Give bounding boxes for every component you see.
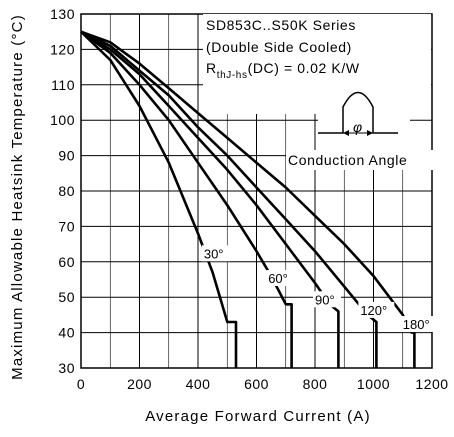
x-tick-label: 200	[127, 376, 152, 392]
x-tick-label: 400	[186, 376, 211, 392]
curve-label-bg	[266, 270, 295, 287]
inset-caption: Conduction Angle	[288, 152, 407, 168]
x-tick-label: 1200	[415, 376, 448, 392]
rth-value: (DC) = 0.02 K/W	[248, 60, 360, 76]
inset-bg	[318, 82, 410, 150]
inset-arrow-left	[343, 130, 349, 136]
y-tick-label: 70	[58, 218, 75, 234]
curve-label-bg	[313, 291, 341, 308]
inset-waveform	[318, 91, 398, 134]
conduction-angle-inset: φ Conduction Angle	[286, 82, 433, 170]
curve-60deg	[80, 30, 293, 368]
inset-caption-bg	[286, 150, 433, 170]
y-axis-title: Maximum Allowable Heatsink Temperature (…	[9, 14, 26, 380]
y-tick-label: 120	[50, 41, 75, 57]
inset-arrow-right	[367, 130, 373, 136]
y-tick-label: 80	[58, 183, 75, 199]
rth-main: R	[206, 60, 217, 76]
x-axis-title: Average Forward Current (A)	[145, 408, 371, 425]
y-tick-label: 50	[58, 289, 75, 305]
rth-note: RthJ-hs(DC) = 0.02 K/W	[206, 60, 360, 81]
curve-label-bg	[201, 245, 230, 262]
curve-label: 90°	[315, 292, 335, 307]
grid-layer	[80, 13, 433, 369]
inset-phi-symbol: φ	[353, 119, 363, 135]
y-tick-label: 30	[58, 360, 75, 376]
y-tick-label: 130	[50, 6, 75, 22]
label-layer: 30° 60° 90° 120° 180°	[201, 245, 437, 333]
x-tick-label: 800	[303, 376, 328, 392]
y-tick-label: 60	[58, 254, 75, 270]
curve-30deg	[80, 30, 238, 368]
rth-sub: thJ-hs	[217, 70, 248, 81]
curve-label-bg	[358, 301, 395, 318]
cooling-note: (Double Side Cooled)	[206, 39, 352, 55]
x-tick-label: 600	[244, 376, 269, 392]
y-tick-label: 90	[58, 148, 75, 164]
y-tick-label: 110	[51, 77, 75, 93]
x-tick-label: 1000	[357, 376, 390, 392]
series-title: SD853C..S50K Series	[206, 17, 356, 33]
x-tick-label: 0	[77, 376, 85, 392]
tick-layer: 30 40 50 60 70 80 90 100 110 120 130 0 200 400 600 800 1…	[50, 6, 448, 392]
curve-label: 60°	[268, 271, 288, 286]
curve-label-bg	[400, 316, 437, 333]
curve-label: 180°	[403, 317, 430, 332]
y-tick-label: 40	[58, 325, 75, 341]
curve-label: 30°	[204, 246, 224, 261]
curve-label: 120°	[360, 303, 387, 318]
y-tick-label: 100	[50, 112, 75, 128]
